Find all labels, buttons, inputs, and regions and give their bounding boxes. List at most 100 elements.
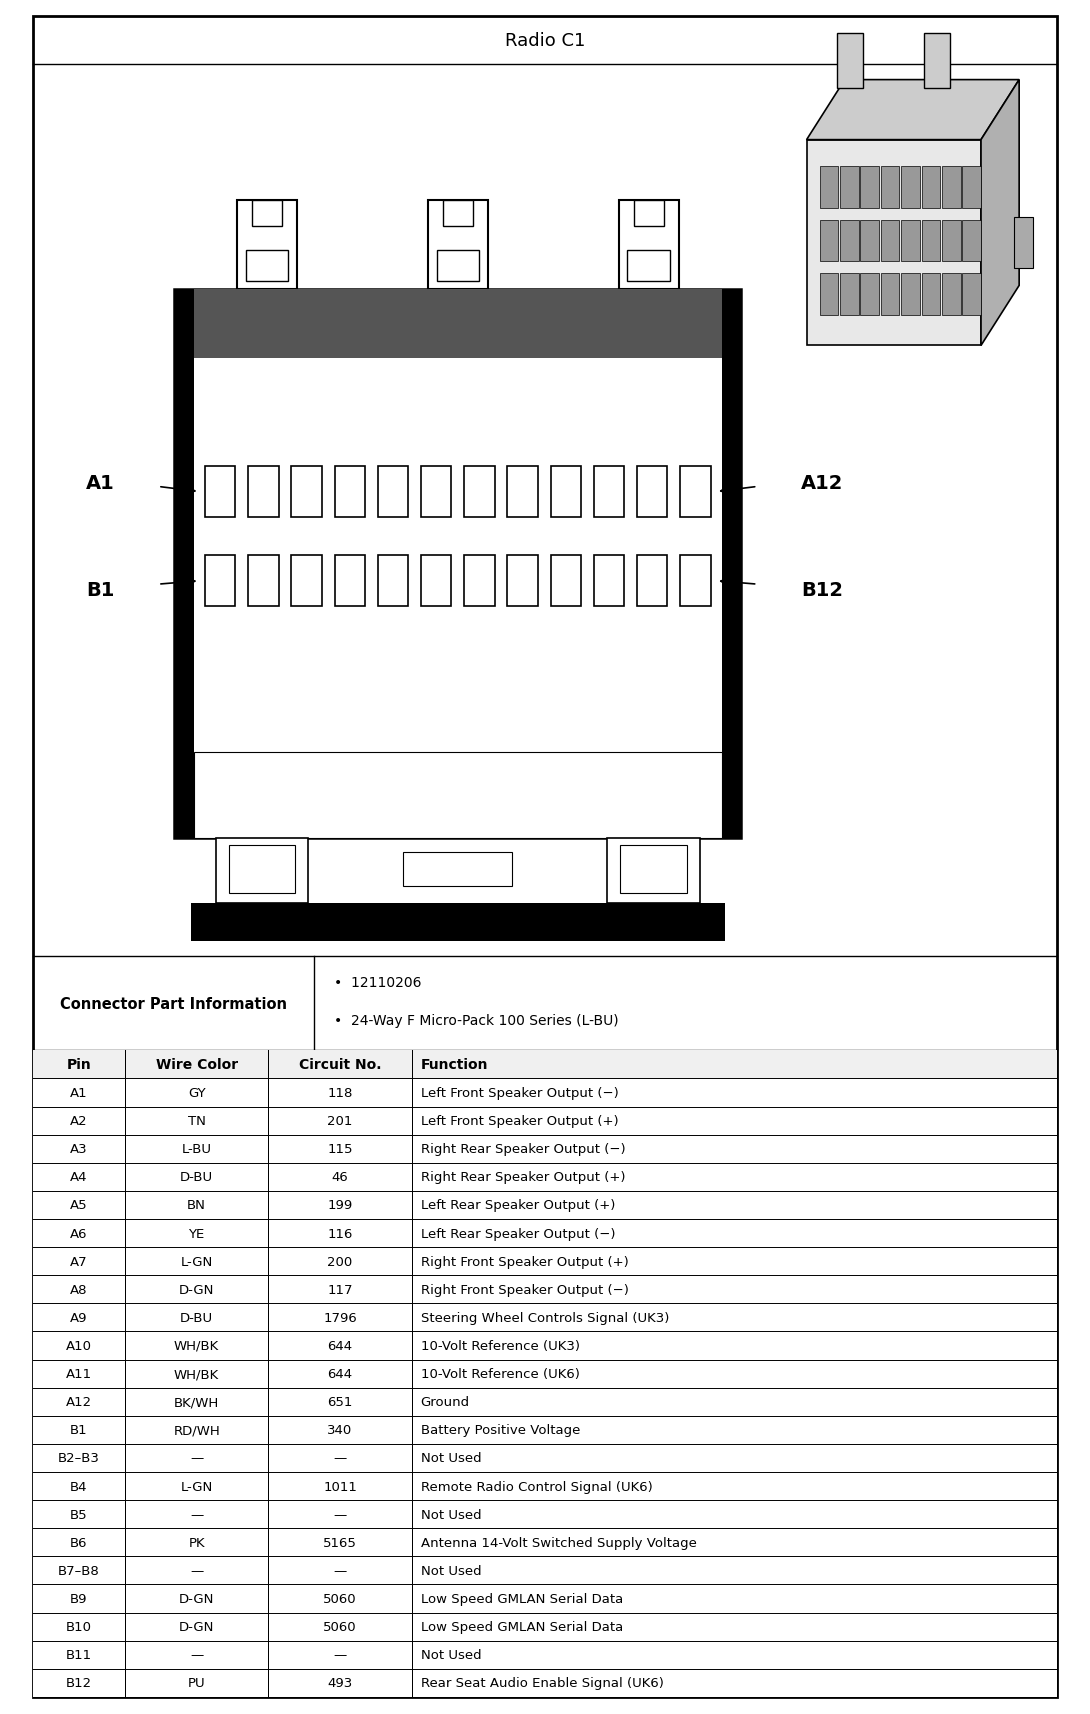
Bar	[443, 201, 473, 226]
Text: 10-Volt Reference (UK3): 10-Volt Reference (UK3)	[421, 1339, 580, 1352]
Bar	[249, 466, 279, 518]
Text: GY: GY	[187, 1087, 205, 1099]
Bar	[901, 221, 920, 262]
Bar	[807, 141, 981, 346]
Bar	[962, 221, 981, 262]
Text: A10: A10	[65, 1339, 92, 1352]
Bar	[840, 221, 859, 262]
Text: —: —	[190, 1452, 203, 1464]
Bar	[550, 555, 581, 607]
Bar	[33, 1529, 1057, 1556]
Bar	[427, 201, 487, 290]
Bar	[620, 845, 687, 893]
Text: Not Used: Not Used	[421, 1649, 481, 1661]
Text: A6: A6	[70, 1227, 87, 1239]
Text: Low Speed GMLAN Serial Data: Low Speed GMLAN Serial Data	[421, 1620, 622, 1633]
Bar	[680, 555, 711, 607]
Text: B4: B4	[70, 1479, 87, 1493]
Text: Right Rear Speaker Output (−): Right Rear Speaker Output (−)	[421, 1143, 626, 1155]
Bar	[291, 555, 322, 607]
Text: 116: 116	[327, 1227, 353, 1239]
Bar	[840, 168, 859, 209]
Text: B5: B5	[70, 1508, 87, 1520]
Text: Rear Seat Audio Enable Signal (UK6): Rear Seat Audio Enable Signal (UK6)	[421, 1676, 664, 1690]
Text: 5060: 5060	[324, 1592, 356, 1604]
Text: Not Used: Not Used	[421, 1452, 481, 1464]
Text: B11: B11	[65, 1649, 92, 1661]
Text: B2–B3: B2–B3	[58, 1452, 100, 1464]
Text: RD/WH: RD/WH	[173, 1423, 220, 1436]
Bar	[628, 250, 669, 281]
Text: —: —	[190, 1508, 203, 1520]
Text: D-BU: D-BU	[180, 1311, 214, 1325]
Text: Steering Wheel Controls Signal (UK3): Steering Wheel Controls Signal (UK3)	[421, 1311, 669, 1325]
Bar	[607, 838, 700, 903]
Polygon shape	[807, 81, 1019, 141]
Bar	[33, 1640, 1057, 1669]
Bar	[901, 274, 920, 315]
Bar	[421, 555, 451, 607]
Bar	[33, 1584, 1057, 1613]
Text: Battery Positive Voltage: Battery Positive Voltage	[421, 1423, 580, 1436]
Text: BK/WH: BK/WH	[174, 1395, 219, 1409]
Bar	[881, 168, 899, 209]
Bar	[820, 274, 838, 315]
Bar	[860, 274, 879, 315]
Bar	[901, 168, 920, 209]
Text: 201: 201	[327, 1114, 353, 1128]
Text: 117: 117	[327, 1284, 353, 1296]
Bar	[33, 1359, 1057, 1388]
Bar	[194, 752, 722, 838]
Bar	[820, 221, 838, 262]
Text: A12: A12	[801, 475, 844, 494]
Text: 493: 493	[327, 1676, 353, 1690]
Text: 115: 115	[327, 1143, 353, 1155]
Bar	[942, 221, 960, 262]
Text: 644: 644	[327, 1339, 353, 1352]
Bar	[837, 34, 863, 89]
Bar	[191, 903, 725, 941]
Text: Right Front Speaker Output (+): Right Front Speaker Output (+)	[421, 1255, 628, 1268]
Bar	[507, 555, 537, 607]
Bar	[33, 1556, 1057, 1584]
Text: 199: 199	[327, 1198, 353, 1212]
Bar	[922, 221, 940, 262]
Text: Remote Radio Control Signal (UK6): Remote Radio Control Signal (UK6)	[421, 1479, 652, 1493]
Bar	[722, 290, 741, 838]
Bar	[33, 1304, 1057, 1332]
Bar	[619, 201, 679, 290]
Text: —: —	[334, 1508, 347, 1520]
Text: B1: B1	[86, 581, 114, 600]
Bar	[464, 466, 495, 518]
Text: •  12110206: • 12110206	[334, 975, 422, 989]
Bar	[246, 250, 288, 281]
Bar	[680, 466, 711, 518]
Text: A12: A12	[65, 1395, 92, 1409]
Bar	[924, 34, 950, 89]
Text: L-GN: L-GN	[181, 1479, 213, 1493]
Bar	[33, 1500, 1057, 1529]
Text: —: —	[334, 1563, 347, 1577]
Bar	[205, 555, 235, 607]
Bar	[378, 555, 409, 607]
Text: Left Front Speaker Output (−): Left Front Speaker Output (−)	[421, 1087, 618, 1099]
Bar	[216, 838, 308, 903]
Text: WH/BK: WH/BK	[174, 1368, 219, 1380]
Text: Right Front Speaker Output (−): Right Front Speaker Output (−)	[421, 1284, 629, 1296]
Bar	[33, 1275, 1057, 1304]
Text: A9: A9	[70, 1311, 87, 1325]
Bar	[194, 290, 722, 358]
Bar	[33, 1219, 1057, 1248]
Text: PU: PU	[187, 1676, 205, 1690]
Bar	[335, 555, 365, 607]
Text: Left Front Speaker Output (+): Left Front Speaker Output (+)	[421, 1114, 618, 1128]
Bar	[33, 1388, 1057, 1416]
Bar	[464, 555, 495, 607]
Bar	[962, 274, 981, 315]
Polygon shape	[981, 81, 1019, 346]
Text: Ground: Ground	[421, 1395, 470, 1409]
Bar	[33, 1051, 1057, 1078]
Bar	[1014, 218, 1033, 269]
Text: D-GN: D-GN	[179, 1284, 215, 1296]
Text: A2: A2	[70, 1114, 87, 1128]
